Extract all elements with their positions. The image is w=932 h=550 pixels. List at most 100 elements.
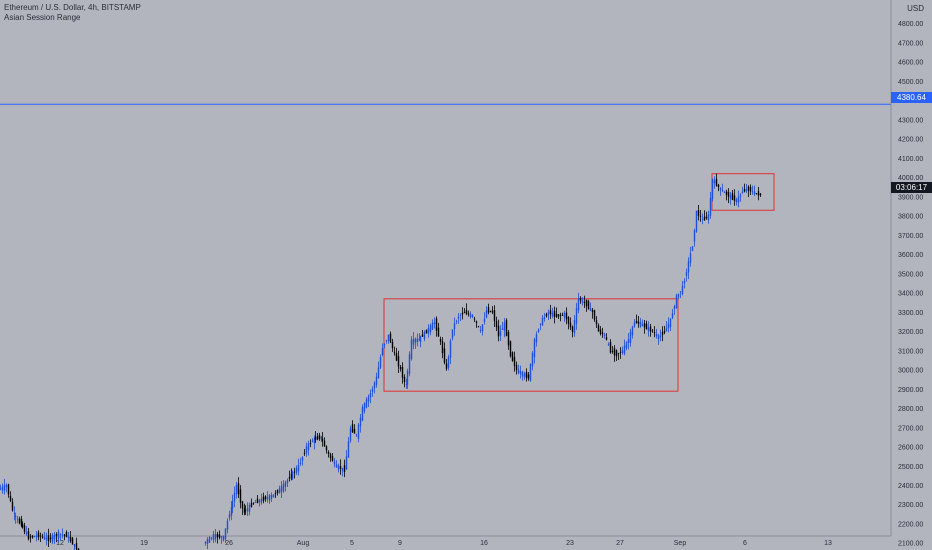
candle-body [711,178,714,199]
candle-body [539,323,542,325]
candle-body [389,333,392,343]
candle-body [243,508,246,513]
candle-body [527,374,530,379]
y-tick-label: 4700.00 [898,40,923,47]
candle-body [731,193,734,200]
chart-legend: Ethereum / U.S. Dollar, 4h, BITSTAMP Asi… [4,3,141,23]
candle-body [681,285,684,294]
candle-body [41,536,44,538]
candle-body [565,312,568,320]
candle-body [471,315,474,318]
candle-body [69,536,72,542]
candle-body [441,341,444,354]
candle-body [377,367,380,379]
y-tick-label: 2900.00 [898,387,923,394]
candle-body [208,537,211,543]
candle-body [13,512,16,514]
y-tick-label: 2500.00 [898,464,923,471]
candle-body [63,534,66,536]
candle-body [51,535,54,542]
candle-body [715,178,718,187]
candle-body [501,328,504,330]
candle-body [671,313,674,318]
candle-body [505,320,508,336]
candle-body [18,518,21,524]
candle-body [677,293,680,297]
candle-body [481,324,484,332]
symbol-title[interactable]: Ethereum / U.S. Dollar, 4h, BITSTAMP [4,3,141,12]
candle-body [547,312,550,315]
candle-body [280,485,283,493]
candle-body [759,193,762,196]
candle-body [270,494,273,499]
candle-body [733,195,736,201]
candle-body [591,309,594,313]
y-tick-label: 3700.00 [898,233,923,240]
candle-body [25,532,28,534]
candle-body [455,320,458,322]
x-tick-label: Aug [297,540,310,547]
candle-body [519,371,522,375]
candle-body [37,532,40,538]
candle-body [31,535,34,538]
candle-body [11,501,14,511]
candle-body [268,495,271,501]
candle-body [65,532,68,538]
candle-body [593,310,596,320]
candle-body [649,326,652,332]
candle-body [477,326,480,328]
candle-body [291,471,294,480]
candle-body [299,462,302,465]
candle-body [717,184,720,188]
candle-body [361,406,364,421]
candle-body [751,191,754,192]
candle-body [212,534,215,541]
candle-body [685,272,688,276]
candle-body [75,543,78,550]
candle-body [57,531,60,539]
candle-body [705,216,708,219]
candle-body [529,364,532,381]
candle-body [597,325,600,332]
candle-body [216,534,219,538]
candle-countdown-tag: 03:06:17 [891,182,932,193]
candle-body [687,261,690,273]
candle-body [601,332,604,335]
candle-body [264,496,267,500]
candle-body [741,191,744,193]
candle-body [595,320,598,325]
candle-body [569,322,572,328]
candle-body [401,366,404,378]
candle-body [231,500,234,509]
candle-body [755,193,758,194]
candle-body [451,329,454,339]
candle-body [214,534,217,540]
candle-body [258,500,261,503]
candle-body [675,295,678,308]
indicator-label[interactable]: Asian Session Range [4,13,81,22]
candle-body [713,180,716,184]
y-tick-label: 3300.00 [898,310,923,317]
candle-body [581,300,584,303]
candle-body [497,325,500,337]
candle-body [421,334,424,337]
candle-body [309,442,312,444]
y-tick-label: 3200.00 [898,329,923,336]
candle-body [59,533,62,535]
candle-body [585,299,588,307]
candle-body [543,317,546,319]
candle-body [252,503,255,505]
candle-body [45,537,48,540]
candle-body [461,312,464,315]
candle-body [288,477,291,479]
candle-body [709,197,712,216]
candle-body [33,536,36,538]
candle-body [49,537,52,540]
candle-body [697,210,700,216]
candle-body [611,350,614,352]
candle-body [341,467,344,471]
candle-body [617,353,620,355]
candle-body [43,536,46,540]
